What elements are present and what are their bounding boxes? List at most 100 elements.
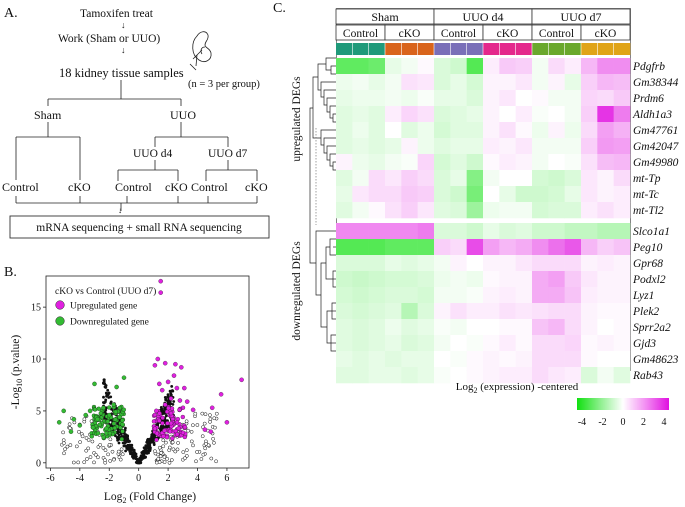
volcano-point-ns bbox=[112, 457, 116, 462]
volcano-point-ns bbox=[202, 421, 207, 426]
volcano-point-up bbox=[165, 379, 171, 385]
heatmap-cell bbox=[368, 58, 386, 75]
heatmap-cell bbox=[417, 351, 435, 368]
volcano-point-up bbox=[176, 426, 181, 431]
sample-color-cell bbox=[450, 43, 467, 55]
heatmap-cell bbox=[597, 154, 614, 171]
heatmap-cell bbox=[466, 271, 484, 288]
heatmap-cell bbox=[417, 58, 435, 75]
heatmap-cell bbox=[466, 138, 484, 155]
heatmap-cell bbox=[581, 90, 598, 107]
volcano-point-ns bbox=[107, 391, 111, 395]
volcano-point-ns bbox=[145, 446, 149, 450]
sample-color-cell bbox=[564, 43, 582, 55]
volcano-point-ns bbox=[143, 448, 147, 452]
subgroup-label: Control bbox=[539, 28, 574, 40]
heatmap-cell bbox=[401, 122, 418, 139]
volcano-point-down bbox=[97, 422, 102, 427]
volcano-point-up bbox=[157, 411, 162, 416]
heatmap-cell bbox=[368, 170, 386, 187]
heatmap-cell bbox=[336, 351, 353, 368]
sample-color-cell bbox=[401, 43, 418, 55]
gene-label: mt-Tl2 bbox=[633, 205, 664, 217]
heatmap-cell bbox=[401, 335, 418, 352]
heatmap-cell bbox=[548, 74, 565, 91]
subgroup-label: Control bbox=[441, 28, 476, 40]
heatmap-cell bbox=[532, 74, 549, 91]
volcano-point-ns bbox=[61, 438, 66, 443]
heatmap-cell bbox=[564, 351, 582, 368]
heatmap-cell bbox=[499, 335, 516, 352]
heatmap-cell bbox=[597, 90, 614, 107]
heatmap-cell bbox=[401, 367, 418, 384]
heatmap-cell bbox=[581, 106, 598, 123]
heatmap-cell bbox=[417, 367, 435, 384]
volcano-point-up bbox=[152, 363, 158, 368]
heatmap-cell bbox=[434, 223, 451, 240]
volcano-point-ns bbox=[101, 446, 106, 450]
group-label: UUO d4 bbox=[463, 10, 504, 24]
x-tick-label: -2 bbox=[105, 473, 113, 484]
heatmap-cell bbox=[417, 106, 435, 123]
gene-label: Lyz1 bbox=[632, 290, 654, 302]
volcano-point-ns bbox=[181, 450, 186, 454]
heatmap-cell bbox=[450, 154, 467, 171]
heatmap-cell bbox=[532, 271, 549, 288]
color-scale-ticks: -4 -2 0 2 4 bbox=[578, 417, 667, 428]
heatmap-cell bbox=[597, 271, 614, 288]
heatmap-cell bbox=[466, 122, 484, 139]
volcano-point-ns bbox=[195, 450, 199, 454]
volcano-point-down bbox=[95, 431, 101, 436]
volcano-point-ns bbox=[132, 456, 135, 460]
legend-down-marker bbox=[55, 316, 65, 326]
heatmap-cell bbox=[450, 138, 467, 155]
subgroup-label: cKO bbox=[399, 28, 421, 40]
heatmap-cell bbox=[564, 186, 582, 203]
heatmap-cell bbox=[483, 223, 500, 240]
heatmap-cell bbox=[483, 287, 500, 304]
heatmap-cell bbox=[368, 303, 386, 320]
volcano-point-up bbox=[209, 405, 215, 411]
gene-label: Pdgfrb bbox=[632, 61, 665, 73]
heatmap-cell bbox=[466, 90, 484, 107]
panel-a-label: A. bbox=[4, 6, 18, 21]
volcano-point-ns bbox=[175, 447, 180, 452]
heatmap-cell bbox=[368, 335, 386, 352]
volcano-point-ns bbox=[106, 388, 110, 392]
subgroup-label: cKO bbox=[497, 28, 519, 40]
volcano-point-down bbox=[92, 407, 98, 412]
sample-color-cell bbox=[434, 43, 451, 55]
heatmap-cell bbox=[564, 335, 582, 352]
volcano-point-ns bbox=[211, 436, 215, 441]
volcano-point-ns bbox=[173, 449, 178, 454]
control-label: Control bbox=[115, 180, 152, 194]
heatmap-cell bbox=[597, 106, 614, 123]
heatmap-cell bbox=[597, 74, 614, 91]
heatmap-cell bbox=[581, 287, 598, 304]
volcano-point-ns bbox=[77, 429, 81, 434]
panel-c-label: C. bbox=[273, 1, 286, 16]
sample-color-cell bbox=[597, 43, 614, 55]
heatmap-cell bbox=[515, 287, 533, 304]
x-tick-label: 4 bbox=[195, 473, 200, 484]
volcano-point-ns bbox=[150, 433, 154, 436]
volcano-point-ns bbox=[74, 444, 79, 449]
volcano-xlabel: Log2 (Fold Change) bbox=[104, 491, 196, 505]
heatmap-cell bbox=[385, 239, 402, 256]
gene-label: mt-Tc bbox=[633, 189, 659, 201]
volcano-point-ns bbox=[143, 451, 147, 455]
volcano-point-down bbox=[114, 384, 119, 390]
heatmap-cell bbox=[499, 223, 516, 240]
volcano-point-ns bbox=[214, 459, 218, 464]
heatmap-cell bbox=[434, 90, 451, 107]
heatmap-cell bbox=[417, 271, 435, 288]
volcano-point-ns bbox=[84, 448, 89, 453]
heatmap-cell bbox=[417, 223, 435, 240]
heatmap-cell bbox=[581, 202, 598, 219]
heatmap-cell bbox=[532, 303, 549, 320]
heatmap-cell bbox=[515, 154, 533, 171]
heatmap-cell bbox=[417, 287, 435, 304]
volcano-point-ns bbox=[170, 385, 174, 388]
heatmap-cell bbox=[450, 170, 467, 187]
